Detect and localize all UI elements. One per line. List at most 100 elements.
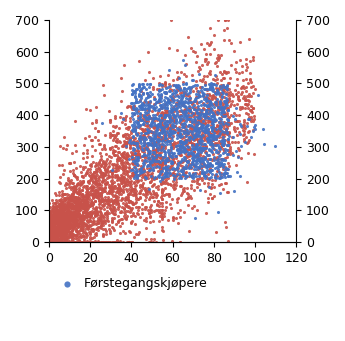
Point [240,123,246,128]
Point [93,117,99,122]
Førstegangskjøpere [186,165,192,170]
Førstegangskjøpere [216,115,222,121]
Point [72,221,78,226]
Point [222,113,227,119]
Point [57,226,63,232]
Point [69,194,74,200]
Point [70,215,75,221]
Førstegangskjøpere [180,81,186,86]
Point [129,173,135,178]
Førstegangskjøpere [137,170,142,175]
Point [243,102,249,107]
Point [129,218,135,224]
Point [142,155,148,161]
Point [200,92,206,97]
Point [122,121,128,127]
Point [73,224,79,230]
Førstegangskjøpere [203,156,208,161]
Point [57,239,63,244]
Point [217,104,222,110]
Point [74,211,79,217]
Point [99,220,105,226]
Point [58,206,63,211]
Point [173,176,179,181]
Point [51,229,57,234]
Point [243,97,248,103]
Point [187,228,192,234]
Point [59,231,64,236]
Point [159,118,165,123]
Førstegangskjøpere [209,81,215,87]
Point [95,221,101,226]
Point [213,59,218,65]
Point [233,59,239,65]
Point [87,234,93,239]
Point [133,136,138,141]
Førstegangskjøpere [179,116,184,122]
Point [78,223,83,229]
Førstegangskjøpere [194,173,199,178]
Point [248,58,253,63]
Point [66,177,71,183]
Point [159,169,164,175]
Point [190,171,196,177]
Førstegangskjøpere [217,99,222,104]
Point [59,221,65,227]
Point [159,211,165,216]
Point [51,239,57,244]
Førstegangskjøpere [150,129,156,134]
Point [137,214,142,219]
Point [151,131,156,136]
Førstegangskjøpere [141,90,146,96]
Førstegangskjøpere [150,137,155,143]
Point [154,153,159,158]
Point [79,217,85,222]
Point [120,178,126,184]
Point [195,104,200,109]
Point [56,212,61,217]
Point [151,117,156,122]
Point [57,221,62,226]
Point [55,237,60,242]
Point [159,196,165,202]
Førstegangskjøpere [208,167,214,172]
Førstegangskjøpere [164,102,169,107]
Førstegangskjøpere [143,114,148,119]
Point [98,191,104,196]
Førstegangskjøpere [177,172,183,178]
Point [96,224,101,230]
Point [77,231,82,237]
Point [69,206,75,211]
Point [113,239,118,244]
Point [222,105,227,111]
Point [107,198,113,204]
Point [52,227,58,233]
Point [131,171,136,177]
Point [181,134,187,139]
Point [47,226,53,232]
Point [70,232,75,237]
Point [183,196,189,202]
Førstegangskjøpere [149,157,155,162]
Point [143,194,149,200]
Førstegangskjøpere [162,104,168,110]
Point [137,122,143,128]
Point [73,239,79,244]
Point [56,239,62,244]
Førstegangskjøpere [172,113,177,119]
Point [216,123,222,129]
Point [132,127,138,132]
Point [94,225,99,231]
Point [132,139,138,144]
Point [60,207,65,213]
Point [58,205,63,210]
Point [79,197,85,203]
Point [47,221,53,227]
Point [50,239,56,244]
Point [84,187,89,193]
Point [63,239,68,244]
Point [89,210,95,216]
Point [151,190,157,196]
Førstegangskjøpere [150,132,156,137]
Point [57,216,62,222]
